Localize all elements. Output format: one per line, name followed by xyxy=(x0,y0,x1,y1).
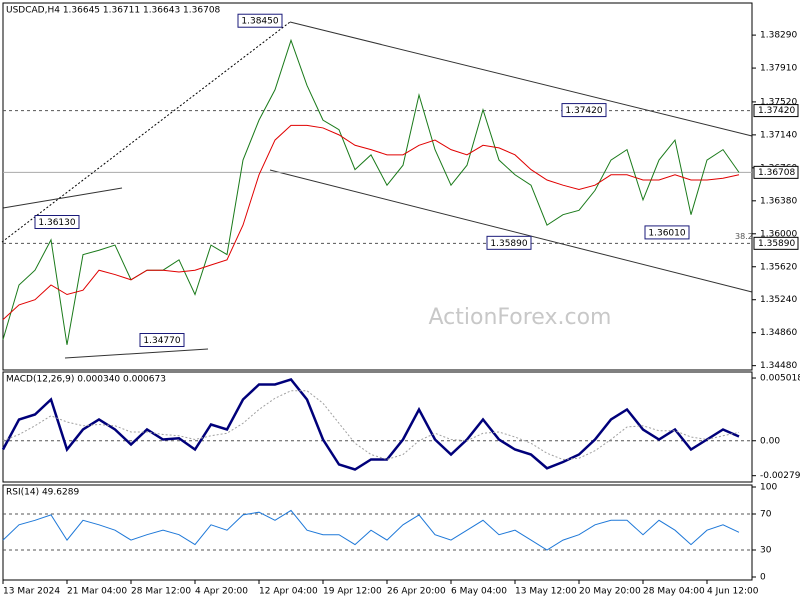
trend-line xyxy=(1,21,291,243)
x-tick-label: 13 May 12:00 xyxy=(515,587,577,597)
trend-line xyxy=(64,348,209,359)
level-label: 1.36708 xyxy=(758,168,795,178)
series-line xyxy=(2,38,740,345)
annotation-label: 1.36010 xyxy=(648,228,685,238)
annotation-label: 1.35890 xyxy=(490,239,527,249)
level-box xyxy=(753,165,799,179)
y-tick-label: 1.38290 xyxy=(760,31,797,41)
x-tick-label: 20 May 20:00 xyxy=(579,587,641,597)
x-tick-label: 13 Mar 2024 xyxy=(3,587,60,597)
y-tick-label: 1.37910 xyxy=(760,64,797,74)
y-tick-label: 1.37520 xyxy=(760,97,797,107)
annotation-label: 1.36130 xyxy=(38,218,75,228)
annotation-box xyxy=(139,333,185,348)
annotation-box xyxy=(34,215,80,230)
panel-title: MACD(12,26,9) 0.000340 0.000673 xyxy=(6,375,166,385)
y-tick-label: 1.34860 xyxy=(760,328,797,338)
x-tick-label: 26 Apr 20:00 xyxy=(387,587,446,597)
panel-frame xyxy=(2,371,753,483)
x-tick-label: 4 Apr 20:00 xyxy=(195,587,248,597)
annotation-box xyxy=(561,103,607,118)
level-label: 1.35890 xyxy=(758,239,795,249)
series-line xyxy=(1,378,740,471)
y-tick-label: 100 xyxy=(760,483,777,493)
panel-title: RSI(14) 49.6289 xyxy=(6,488,79,498)
y-tick-label: 1.34480 xyxy=(760,361,797,371)
annotation-box xyxy=(237,13,283,28)
x-tick-label: 28 May 04:00 xyxy=(643,587,705,597)
x-tick-label: 19 Apr 12:00 xyxy=(323,587,382,597)
x-tick-label: 4 Jun 12:00 xyxy=(707,587,759,597)
x-tick-label: 28 Mar 12:00 xyxy=(131,587,191,597)
y-tick-label: 1.35240 xyxy=(760,295,797,305)
panel-title: USDCAD,H4 1.36645 1.36711 1.36643 1.3670… xyxy=(6,6,221,16)
annotation-label: 1.37420 xyxy=(565,106,602,116)
fib-label: 38.2 xyxy=(735,232,753,241)
level-box xyxy=(753,104,799,118)
level-label: 1.37420 xyxy=(758,106,795,116)
x-tick-label: 21 Mar 04:00 xyxy=(67,587,127,597)
panel-frame xyxy=(2,2,753,371)
series-line xyxy=(2,509,740,551)
y-tick-label: 1.37140 xyxy=(760,130,797,140)
series-line xyxy=(2,390,740,461)
y-tick-label: 1.35620 xyxy=(760,262,797,272)
y-tick-label: 0.005018 xyxy=(760,374,800,384)
annotation-label: 1.38450 xyxy=(241,17,278,27)
level-box xyxy=(753,236,799,250)
y-tick-label: 30 xyxy=(760,546,772,556)
x-tick-label: 6 May 04:00 xyxy=(451,587,507,597)
y-tick-label: 1.36380 xyxy=(760,196,797,206)
watermark: ActionForex.com xyxy=(429,305,612,330)
y-tick-label: -0.002795 xyxy=(760,471,800,481)
y-tick-label: 0.00 xyxy=(760,436,780,446)
y-tick-label: 0 xyxy=(760,573,766,583)
trend-line xyxy=(2,187,123,209)
y-tick-label: 1.36000 xyxy=(760,229,797,239)
channel-lower xyxy=(269,169,753,293)
channel-upper xyxy=(289,21,753,137)
annotation-box xyxy=(486,235,532,250)
series-line xyxy=(2,124,740,321)
panel-frame xyxy=(2,484,753,581)
annotation-box xyxy=(644,225,690,240)
y-tick-label: 70 xyxy=(760,510,772,520)
x-tick-label: 12 Apr 04:00 xyxy=(259,587,318,597)
annotation-label: 1.34770 xyxy=(143,336,180,346)
